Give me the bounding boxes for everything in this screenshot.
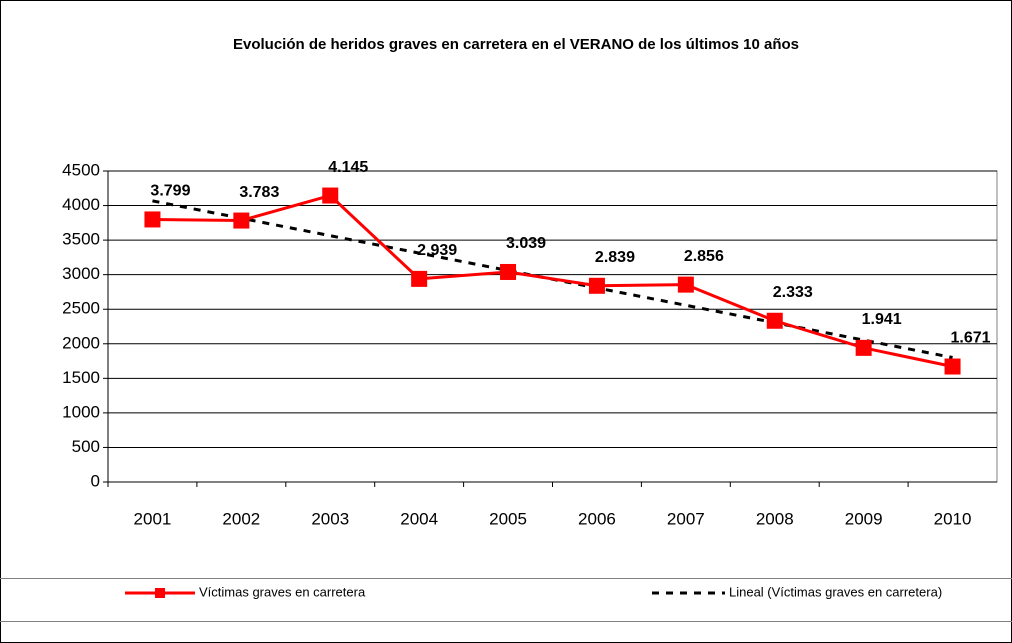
- point-marker: [677, 276, 694, 293]
- point-marker: [766, 312, 783, 329]
- x-tick-label: 2008: [756, 509, 794, 528]
- point-marker: [411, 270, 428, 287]
- point-marker: [322, 187, 339, 204]
- legend-label: Víctimas graves en carretera: [199, 584, 366, 599]
- data-label: 3.039: [506, 235, 546, 252]
- y-tick-label: 4500: [62, 160, 100, 179]
- point-marker: [588, 277, 605, 294]
- y-tick-label: 3500: [62, 230, 100, 249]
- legend-label: Lineal (Víctimas graves en carretera): [729, 584, 942, 599]
- x-tick-label: 2006: [578, 509, 616, 528]
- x-tick-label: 2009: [845, 509, 883, 528]
- data-label: 1.941: [862, 311, 902, 328]
- series-line: [152, 193, 953, 368]
- data-label: 2.856: [684, 248, 724, 265]
- y-tick-label: 3000: [62, 264, 100, 283]
- point-marker: [144, 211, 161, 228]
- y-tick-label: 1500: [62, 368, 100, 387]
- y-tick-label: 4000: [62, 195, 100, 214]
- x-tick-label: 2002: [222, 509, 260, 528]
- x-tick-label: 2004: [400, 509, 438, 528]
- data-label: 2.939: [417, 242, 457, 259]
- point-marker: [855, 339, 872, 356]
- data-label: 2.839: [595, 249, 635, 266]
- y-tick-label: 2500: [62, 299, 100, 318]
- data-label: 3.799: [150, 183, 190, 200]
- x-tick-label: 2005: [489, 509, 527, 528]
- data-label: 1.671: [951, 330, 991, 347]
- legend-marker: [155, 588, 165, 598]
- x-tick-label: 2003: [311, 509, 349, 528]
- y-tick-label: 2000: [62, 333, 100, 352]
- x-tick-label: 2010: [934, 509, 972, 528]
- data-label: 2.333: [773, 284, 813, 301]
- chart-title: Evolución de heridos graves en carretera…: [233, 36, 799, 53]
- y-tick-label: 1000: [62, 402, 100, 421]
- y-tick-label: 500: [72, 437, 100, 456]
- data-label: 3.783: [239, 184, 279, 201]
- point-marker: [944, 358, 961, 375]
- plot-area: [107, 170, 998, 483]
- point-marker: [500, 263, 517, 280]
- x-tick-label: 2007: [667, 509, 705, 528]
- x-tick-label: 2001: [134, 509, 172, 528]
- y-tick-label: 0: [91, 471, 100, 490]
- point-marker: [233, 212, 250, 229]
- data-label: 4.145: [328, 159, 368, 176]
